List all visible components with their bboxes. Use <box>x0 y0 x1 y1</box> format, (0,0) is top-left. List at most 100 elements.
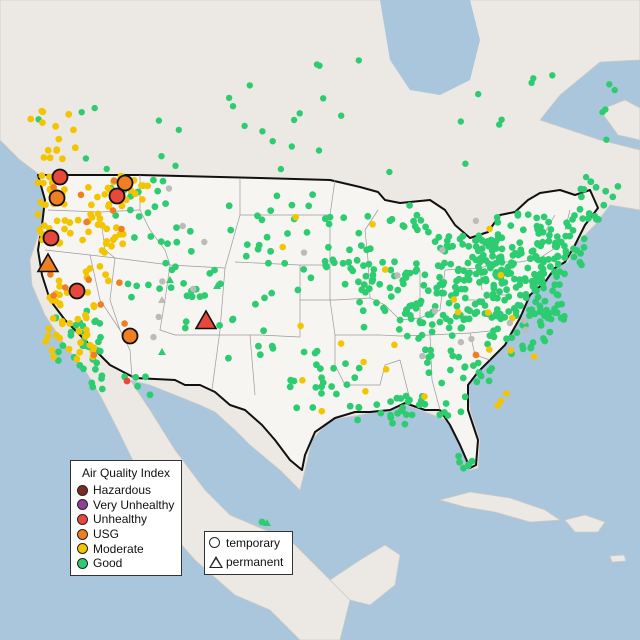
good-monitor-marker <box>413 211 421 219</box>
good-permanent-marker <box>213 282 221 289</box>
moderate-monitor-marker <box>44 332 52 340</box>
moderate-monitor-marker <box>94 210 102 218</box>
moderate-monitor-marker <box>105 277 112 285</box>
moderate-monitor-marker <box>50 353 58 361</box>
good-monitor-marker <box>312 384 320 391</box>
good-monitor-marker <box>457 408 465 416</box>
moderate-monitor-marker <box>40 154 48 161</box>
good-monitor-marker <box>492 271 499 278</box>
good-monitor-marker <box>413 266 420 273</box>
good-monitor-marker <box>435 233 443 241</box>
good-monitor-marker <box>464 259 472 267</box>
unhealthy-temporary-monitor <box>68 282 86 300</box>
good-monitor-marker <box>406 312 414 319</box>
good-monitor-marker <box>172 162 179 169</box>
good-monitor-marker <box>557 314 565 322</box>
good-monitor-marker <box>547 226 555 233</box>
good-monitor-marker <box>260 327 267 335</box>
good-monitor-marker <box>403 332 411 340</box>
good-monitor-marker <box>529 339 537 346</box>
good-monitor-marker <box>128 293 135 301</box>
good-monitor-marker <box>284 230 291 237</box>
good-monitor-marker <box>397 407 405 415</box>
moderate-monitor-marker <box>297 322 304 330</box>
good-monitor-marker <box>360 281 368 288</box>
good-monitor-marker <box>145 281 152 289</box>
good-monitor-marker <box>553 233 561 241</box>
good-monitor-marker <box>428 321 436 328</box>
moderate-monitor-marker <box>362 388 369 395</box>
good-monitor-marker <box>514 212 522 219</box>
moderate-monitor-marker <box>37 198 45 206</box>
moderate-monitor-marker <box>102 271 109 278</box>
good-monitor-marker <box>469 253 476 261</box>
good-monitor-marker <box>531 287 539 294</box>
moderate-monitor-marker <box>90 302 98 309</box>
good-monitor-marker <box>576 205 584 213</box>
good-monitor-marker <box>578 193 585 201</box>
good-monitor-marker <box>454 267 462 275</box>
no-data-monitor-marker <box>150 333 157 341</box>
good-monitor-marker <box>536 302 544 310</box>
legend-item-good: Good <box>71 556 181 571</box>
good-monitor-marker <box>373 401 381 408</box>
good-monitor-marker <box>566 232 574 240</box>
hazardous-swatch <box>77 484 88 496</box>
good-monitor-marker <box>320 95 327 102</box>
good-monitor-marker <box>522 294 530 302</box>
moderate-monitor-marker <box>360 358 367 366</box>
moderate-monitor-marker <box>66 229 74 237</box>
good-monitor-marker <box>258 518 266 526</box>
moderate-monitor-marker <box>484 309 492 316</box>
moderate-monitor-marker <box>83 326 90 334</box>
legend-label-permanent: permanent <box>226 554 284 569</box>
good-monitor-marker <box>167 284 175 291</box>
good-permanent-marker <box>166 276 174 283</box>
good-monitor-marker <box>533 222 541 230</box>
circle-icon <box>209 537 220 548</box>
good-monitor-marker <box>396 316 404 324</box>
good-monitor-marker <box>505 293 513 300</box>
good-monitor-marker <box>497 315 505 323</box>
good-monitor-marker <box>539 228 547 236</box>
good-monitor-marker <box>554 260 562 268</box>
good-monitor-marker <box>537 322 545 329</box>
good-monitor-marker <box>126 206 134 214</box>
good-monitor-marker <box>453 277 460 285</box>
usg-swatch <box>77 528 88 540</box>
good-monitor-marker <box>400 280 407 288</box>
good-monitor-marker <box>343 381 351 388</box>
good-monitor-marker <box>258 216 266 224</box>
good-monitor-marker <box>558 300 565 308</box>
good-monitor-marker <box>76 361 84 369</box>
good-monitor-marker <box>489 290 497 298</box>
good-monitor-marker <box>316 62 323 69</box>
good-monitor-marker <box>508 261 516 269</box>
good-monitor-marker <box>227 226 235 234</box>
moderate-monitor-marker <box>381 266 389 273</box>
good-monitor-marker <box>549 72 556 79</box>
good-monitor-marker <box>599 108 606 116</box>
good-monitor-marker <box>460 276 468 284</box>
good-monitor-marker <box>439 281 447 288</box>
moderate-monitor-marker <box>103 225 111 233</box>
good-monitor-marker <box>321 257 329 265</box>
moderate-monitor-marker <box>59 155 66 163</box>
good-monitor-marker <box>377 409 385 417</box>
legend-label-temporary: temporary <box>226 535 281 550</box>
monitor-type-legend: temporary permanent <box>204 531 293 575</box>
good-monitor-marker <box>487 264 494 272</box>
good-monitor-marker <box>288 143 295 150</box>
good-monitor-marker <box>389 419 396 427</box>
good-monitor-marker <box>294 286 302 294</box>
moderate-monitor-marker <box>96 263 104 270</box>
good-monitor-marker <box>521 275 529 282</box>
good-monitor-marker <box>402 392 410 400</box>
good-monitor-marker <box>563 219 570 227</box>
legend-item-very-unhealthy: Very Unhealthy <box>71 498 181 513</box>
good-monitor-marker <box>401 420 409 428</box>
good-monitor-marker <box>82 155 90 162</box>
moderate-monitor-marker <box>102 240 110 247</box>
good-monitor-marker <box>293 404 301 412</box>
good-monitor-marker <box>406 202 413 209</box>
